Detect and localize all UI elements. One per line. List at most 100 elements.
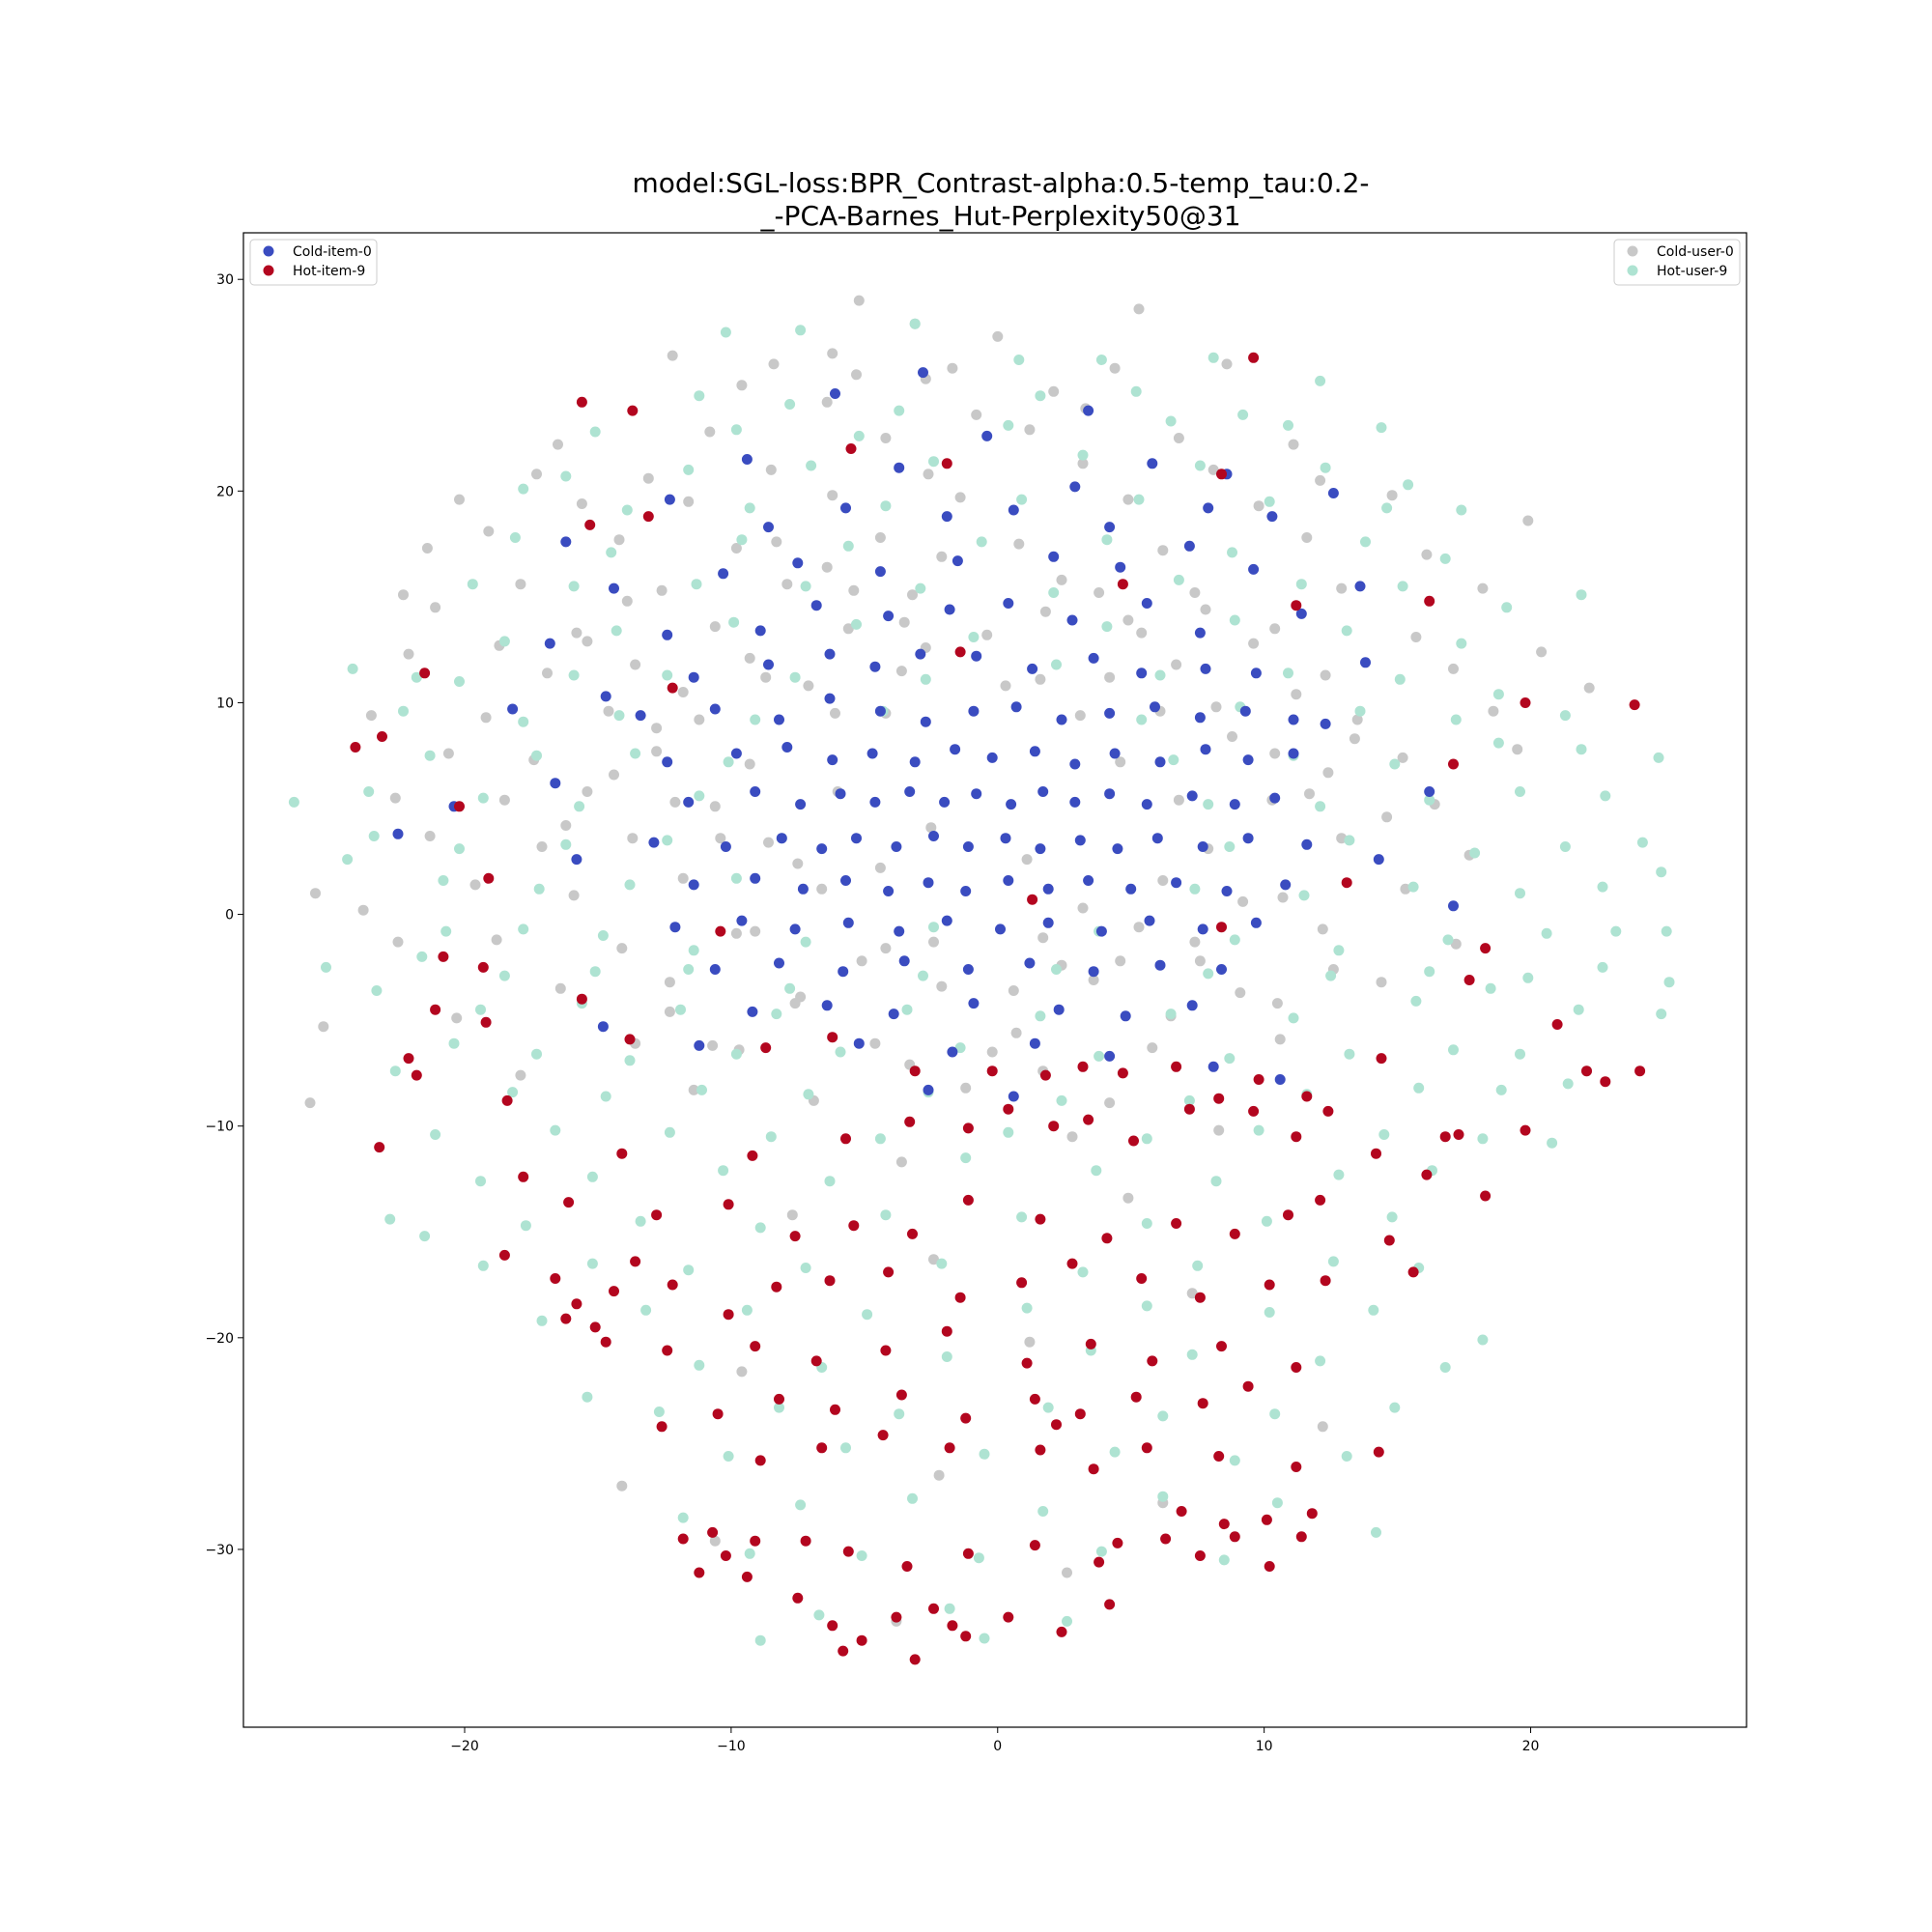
point-cold-user-0 [923, 469, 934, 480]
point-cold-item-0 [1083, 405, 1094, 416]
point-hot-user-9 [1173, 574, 1184, 585]
point-hot-item-9 [1003, 1611, 1014, 1623]
point-hot-user-9 [589, 426, 601, 438]
point-hot-user-9 [880, 500, 892, 512]
point-cold-item-0 [609, 582, 619, 594]
point-cold-user-0 [304, 1097, 316, 1109]
point-cold-user-0 [842, 623, 854, 635]
point-cold-item-0 [821, 1000, 833, 1011]
chart-title: model:SGL-loss:BPR_Contrast-alpha:0.5-te… [633, 167, 1370, 232]
point-hot-user-9 [750, 714, 761, 725]
point-cold-user-0 [1210, 701, 1222, 713]
point-cold-item-0 [1208, 1061, 1219, 1072]
point-hot-user-9 [1389, 758, 1401, 770]
point-hot-user-9 [1600, 790, 1611, 802]
point-hot-item-9 [1141, 1442, 1152, 1454]
point-hot-user-9 [771, 1009, 782, 1020]
y-tick-label: 0 [225, 908, 234, 923]
point-hot-item-9 [842, 1546, 854, 1557]
point-hot-user-9 [774, 1402, 784, 1413]
point-cold-item-0 [869, 796, 881, 808]
point-hot-user-9 [941, 1351, 952, 1362]
point-cold-item-0 [1354, 581, 1366, 592]
point-hot-user-9 [1394, 673, 1406, 685]
point-cold-item-0 [664, 494, 675, 505]
point-cold-user-0 [310, 888, 321, 899]
point-cold-user-0 [582, 636, 593, 647]
point-cold-user-0 [318, 1021, 329, 1033]
point-cold-item-0 [747, 1006, 758, 1017]
point-cold-item-0 [754, 625, 766, 637]
point-cold-item-0 [1120, 1010, 1131, 1022]
point-hot-user-9 [613, 710, 625, 722]
point-hot-user-9 [1413, 1082, 1425, 1094]
point-hot-item-9 [1341, 877, 1352, 889]
point-hot-item-9 [880, 1345, 892, 1356]
point-hot-user-9 [1154, 669, 1166, 681]
point-hot-item-9 [1160, 1533, 1172, 1545]
point-cold-item-0 [891, 841, 902, 852]
point-cold-user-0 [1010, 1027, 1022, 1038]
point-hot-item-9 [1229, 1228, 1240, 1239]
point-hot-user-9 [368, 831, 380, 841]
point-hot-user-9 [1442, 934, 1454, 946]
point-hot-item-9 [962, 1548, 974, 1559]
point-cold-user-0 [709, 801, 721, 812]
point-hot-user-9 [795, 1499, 807, 1511]
point-cold-item-0 [1154, 959, 1166, 971]
point-hot-user-9 [1077, 1266, 1089, 1278]
point-cold-item-0 [544, 638, 555, 649]
point-cold-item-0 [968, 998, 980, 1009]
point-hot-user-9 [1101, 621, 1113, 633]
point-hot-item-9 [947, 1620, 958, 1632]
point-cold-user-0 [365, 710, 377, 722]
point-hot-item-9 [1066, 1258, 1078, 1269]
point-hot-item-9 [630, 1256, 641, 1267]
x-tick-label: 20 [1522, 1739, 1540, 1754]
point-cold-user-0 [542, 668, 553, 679]
point-cold-user-0 [642, 472, 654, 484]
point-cold-user-0 [480, 712, 492, 724]
point-hot-user-9 [1095, 355, 1107, 365]
point-cold-user-0 [928, 1254, 939, 1265]
point-hot-user-9 [1109, 1446, 1121, 1458]
point-hot-item-9 [627, 405, 639, 416]
point-cold-user-0 [1277, 892, 1289, 903]
point-hot-item-9 [941, 458, 952, 469]
point-hot-item-9 [1035, 1444, 1046, 1456]
point-cold-item-0 [1301, 838, 1313, 850]
point-hot-item-9 [907, 1228, 918, 1239]
point-cold-item-0 [898, 955, 910, 967]
point-hot-user-9 [1439, 553, 1451, 564]
point-cold-item-0 [950, 744, 961, 755]
point-cold-item-0 [792, 557, 804, 569]
point-cold-item-0 [795, 799, 807, 810]
point-cold-item-0 [1280, 879, 1292, 891]
point-cold-user-0 [1237, 895, 1249, 907]
point-hot-user-9 [498, 970, 510, 981]
point-cold-user-0 [895, 666, 907, 677]
point-hot-item-9 [563, 1197, 575, 1208]
point-cold-user-0 [736, 380, 748, 391]
point-hot-user-9 [448, 1037, 460, 1049]
point-cold-item-0 [1197, 841, 1208, 852]
point-hot-user-9 [730, 872, 742, 884]
point-cold-item-0 [888, 1009, 899, 1020]
point-cold-user-0 [498, 794, 510, 806]
point-hot-user-9 [347, 663, 358, 674]
point-cold-user-0 [1200, 604, 1211, 615]
x-axis-ticks: −20 −10 0 10 20 [450, 1727, 1539, 1754]
point-cold-item-0 [842, 917, 854, 928]
point-hot-item-9 [1634, 1065, 1646, 1077]
point-hot-item-9 [1291, 1362, 1302, 1373]
point-hot-item-9 [1104, 1599, 1116, 1610]
point-cold-user-0 [1000, 680, 1011, 692]
point-hot-user-9 [824, 1176, 836, 1187]
point-cold-item-0 [1144, 915, 1155, 926]
point-hot-user-9 [520, 1220, 531, 1232]
point-hot-user-9 [744, 502, 755, 514]
point-cold-user-0 [560, 820, 572, 831]
point-hot-item-9 [1291, 1131, 1302, 1143]
point-hot-item-9 [1264, 1279, 1275, 1291]
point-cold-item-0 [662, 756, 673, 768]
